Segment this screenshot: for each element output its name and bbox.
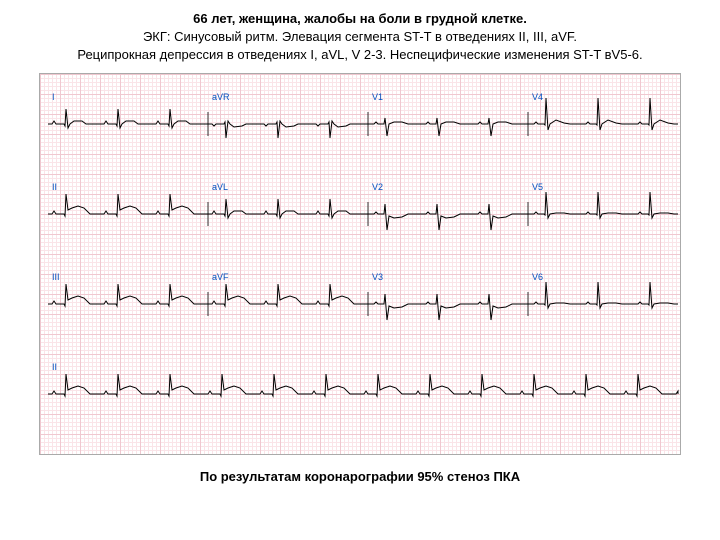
header-line3: Реципрокная депрессия в отведениях I, aV… bbox=[77, 47, 642, 62]
ecg-trace-v4 bbox=[528, 98, 678, 130]
lead-label-iii: III bbox=[52, 272, 60, 282]
ecg-panel: IaVR V1 V4 II aVL V2 V5 III aVF V3 V6 II bbox=[39, 73, 681, 455]
lead-label-v5: V5 bbox=[532, 182, 543, 192]
ecg-trace-ii bbox=[48, 194, 208, 216]
ecg-trace-avf bbox=[208, 284, 368, 306]
lead-label-i: I bbox=[52, 92, 55, 102]
lead-label-ii: II bbox=[52, 362, 57, 372]
lead-label-avl: aVL bbox=[212, 182, 228, 192]
header-line1: 66 лет, женщина, жалобы на боли в грудно… bbox=[193, 11, 527, 26]
lead-label-avf: aVF bbox=[212, 272, 229, 282]
header-text: 66 лет, женщина, жалобы на боли в грудно… bbox=[20, 10, 700, 65]
header-line2: ЭКГ: Синусовый ритм. Элевация сегмента S… bbox=[143, 29, 577, 44]
footer-text: По результатам коронарографии 95% стеноз… bbox=[20, 469, 700, 484]
ecg-trace-iii bbox=[48, 284, 208, 306]
ecg-trace-v5 bbox=[528, 192, 678, 218]
ecg-trace-avr bbox=[208, 121, 368, 138]
lead-label-v2: V2 bbox=[372, 182, 383, 192]
ecg-trace-ii bbox=[48, 374, 678, 396]
lead-label-ii: II bbox=[52, 182, 57, 192]
ecg-trace-v2 bbox=[368, 204, 528, 230]
lead-label-v1: V1 bbox=[372, 92, 383, 102]
lead-label-v6: V6 bbox=[532, 272, 543, 282]
ecg-traces bbox=[40, 74, 680, 454]
ecg-trace-v1 bbox=[368, 118, 528, 136]
ecg-trace-i bbox=[48, 109, 208, 128]
ecg-trace-v3 bbox=[368, 294, 528, 320]
lead-label-v4: V4 bbox=[532, 92, 543, 102]
lead-label-avr: aVR bbox=[212, 92, 230, 102]
ecg-trace-avl bbox=[208, 199, 368, 218]
ecg-trace-v6 bbox=[528, 282, 678, 308]
lead-label-v3: V3 bbox=[372, 272, 383, 282]
